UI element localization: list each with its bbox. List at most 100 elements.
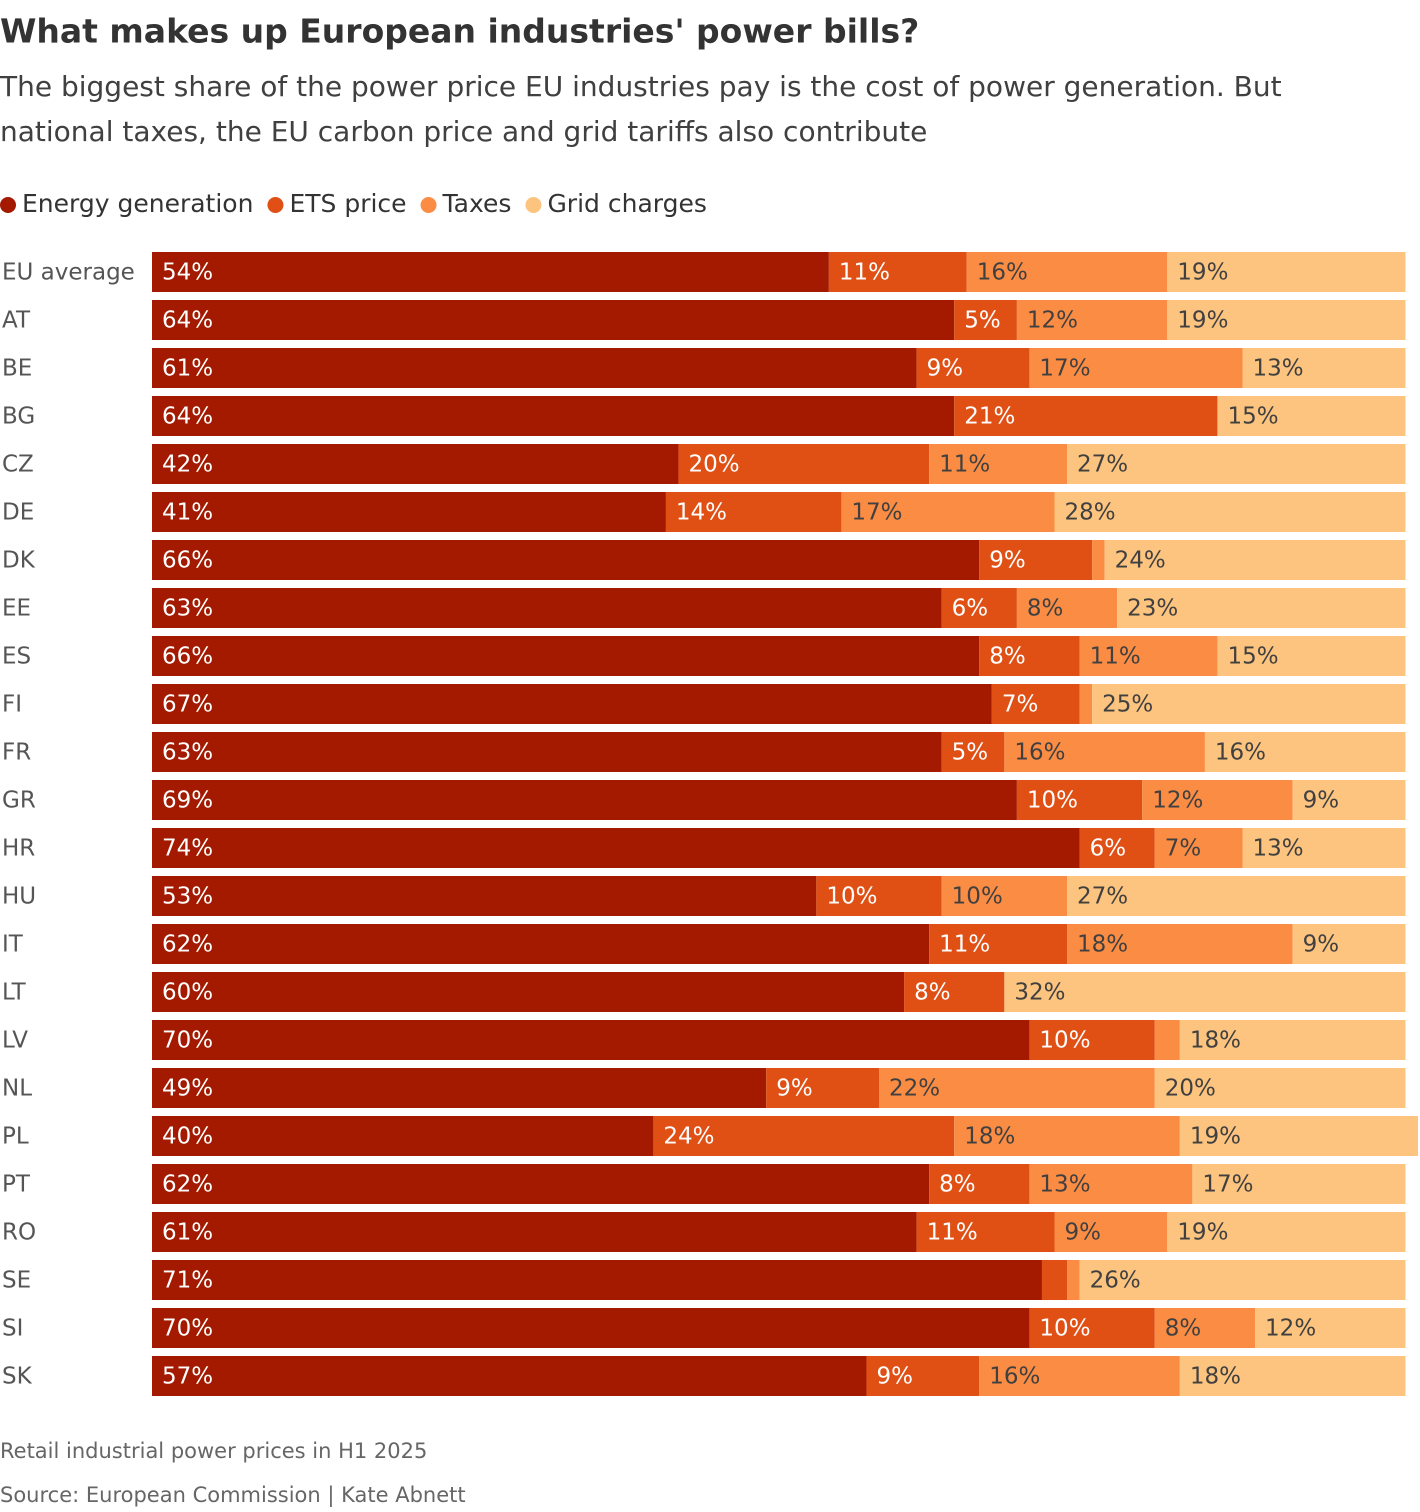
bar-segment [1054, 492, 1406, 532]
value-label: 15% [1227, 644, 1278, 670]
legend-label: ETS price [289, 189, 406, 218]
bar-segment [1154, 1020, 1180, 1060]
category-label: IT [2, 932, 24, 958]
value-label: 12% [1152, 788, 1203, 814]
value-label: 23% [1127, 596, 1178, 622]
bar-segment [954, 396, 1218, 436]
bar-segment [941, 588, 1017, 628]
value-label: 27% [1077, 884, 1128, 910]
category-label: BE [2, 356, 32, 382]
value-label: 69% [162, 788, 213, 814]
subtitle: The biggest share of the power price EU … [0, 70, 1282, 103]
bar-segment [1242, 828, 1406, 868]
value-label: 67% [162, 692, 213, 718]
value-label: 53% [162, 884, 213, 910]
category-label: SI [2, 1316, 23, 1342]
value-label: 10% [1027, 788, 1078, 814]
value-label: 14% [676, 500, 727, 526]
value-label: 66% [162, 548, 213, 574]
value-label: 20% [1165, 1076, 1216, 1102]
legend-marker [525, 197, 542, 213]
value-label: 9% [1064, 1220, 1101, 1246]
bar-segment [954, 1116, 1180, 1156]
bar-segment [152, 444, 679, 484]
category-label: NL [2, 1076, 32, 1102]
value-label: 16% [989, 1364, 1040, 1390]
bar-segment [1016, 780, 1143, 820]
value-label: 7% [1165, 836, 1202, 862]
bar-segment [152, 1068, 767, 1108]
bar-segment [979, 1356, 1180, 1396]
bar-segment [879, 1068, 1155, 1108]
bar-segment [152, 828, 1080, 868]
legend-label: Grid charges [547, 189, 706, 218]
value-label: 16% [977, 260, 1028, 286]
bar-segment [766, 1068, 880, 1108]
bar-segment [941, 876, 1068, 916]
value-label: 11% [927, 1220, 978, 1246]
value-label: 71% [162, 1268, 213, 1294]
value-label: 40% [162, 1124, 213, 1150]
bar-segment [1079, 1260, 1406, 1300]
value-label: 57% [162, 1364, 213, 1390]
category-label: DE [2, 500, 34, 526]
value-label: 9% [989, 548, 1026, 574]
value-label: 13% [1039, 1172, 1090, 1198]
bar-segment [678, 444, 930, 484]
legend-label: Energy generation [22, 189, 253, 218]
category-label: PT [2, 1172, 31, 1198]
bar-segment [1104, 540, 1406, 580]
bar-segment [1167, 252, 1406, 292]
bar-segment [152, 348, 917, 388]
bar-segment [152, 1020, 1030, 1060]
value-label: 9% [1303, 788, 1340, 814]
bar-segment [152, 684, 992, 724]
bar-segment [1117, 588, 1406, 628]
bar-segment [1167, 300, 1406, 340]
category-label: EU average [2, 260, 135, 286]
value-label: 18% [964, 1124, 1015, 1150]
value-label: 5% [952, 740, 989, 766]
bar-segment [866, 1356, 980, 1396]
value-label: 10% [826, 884, 877, 910]
value-label: 63% [162, 740, 213, 766]
category-label: CZ [2, 452, 34, 478]
bar-segment [1167, 1212, 1406, 1252]
value-label: 11% [939, 932, 990, 958]
value-label: 9% [927, 356, 964, 382]
value-label: 32% [1014, 980, 1065, 1006]
bar-segment [1154, 1308, 1256, 1348]
value-label: 11% [1090, 644, 1141, 670]
bar-segment [991, 684, 1080, 724]
legend-label: Taxes [442, 189, 512, 218]
bar-segment [904, 972, 1005, 1012]
value-label: 74% [162, 836, 213, 862]
value-label: 27% [1077, 452, 1128, 478]
bar-segment [1092, 684, 1406, 724]
category-label: FR [2, 740, 31, 766]
value-label: 16% [1014, 740, 1065, 766]
bar-segment [152, 300, 955, 340]
bar-segment [152, 1164, 930, 1204]
value-label: 22% [889, 1076, 940, 1102]
category-label: LT [2, 980, 27, 1006]
value-label: 24% [1115, 548, 1166, 574]
bar-segment [152, 588, 942, 628]
bar-segment [152, 1308, 1030, 1348]
value-label: 17% [1039, 356, 1090, 382]
value-label: 21% [964, 404, 1015, 430]
bar-segment [841, 492, 1055, 532]
value-label: 6% [952, 596, 989, 622]
legend-marker [0, 197, 16, 213]
value-label: 12% [1265, 1316, 1316, 1342]
bar-segment [152, 1356, 867, 1396]
value-label: 18% [1077, 932, 1128, 958]
bar-segment [1004, 972, 1406, 1012]
bar-segment [954, 300, 1017, 340]
bar-segment [816, 876, 942, 916]
source: Source: European Commission | Kate Abnet… [0, 1483, 466, 1508]
bar-segment [1079, 636, 1218, 676]
value-label: 17% [851, 500, 902, 526]
value-label: 25% [1102, 692, 1153, 718]
